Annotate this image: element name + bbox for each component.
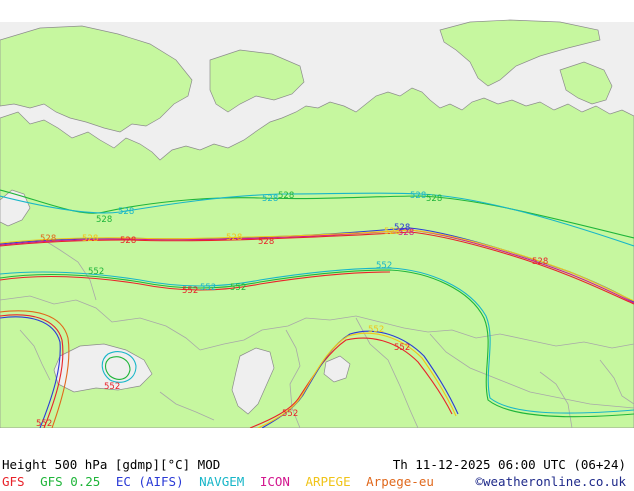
legend-arpege-eu[interactable]: Arpege-eu <box>366 474 434 489</box>
map-footer: Height 500 hPa [gdmp][°C] MOD Th 11-12-2… <box>0 428 634 490</box>
label-528-arpege-2: 528 <box>226 233 242 243</box>
contour-552-navgem <box>0 267 634 414</box>
label-552-gfs-5: 552 <box>36 419 52 428</box>
credit-link[interactable]: ©weatheronline.co.uk <box>475 474 626 489</box>
contour-528-arpege <box>0 229 634 302</box>
contour-528-gfs025 <box>0 189 634 239</box>
contour-552-west-ec <box>0 316 61 429</box>
contour-labels: 528 528 528 528 528 528 528 528 528 528 … <box>36 191 548 429</box>
legend-gfs[interactable]: GFS <box>2 474 25 489</box>
contour-552-gfs <box>0 271 391 291</box>
contour-552-south-gfs <box>249 337 453 429</box>
footer-info-row: Height 500 hPa [gdmp][°C] MOD Th 11-12-2… <box>0 456 634 474</box>
label-528-navgem-2: 528 <box>262 194 278 204</box>
legend-ec-aifs[interactable]: EC (AIFS) <box>115 474 184 489</box>
legend-icon[interactable]: ICON <box>259 474 290 489</box>
contour-552-west-gfs <box>0 314 64 429</box>
contour-528-icon <box>0 229 634 304</box>
label-528-navgem-3: 528 <box>410 191 426 201</box>
contour-552-west-arpege <box>0 310 70 429</box>
label-528-gfs025-2: 528 <box>278 191 294 201</box>
land-scandinavia <box>0 25 193 133</box>
contour-552-blacksea-loop <box>101 351 137 383</box>
legend-arpege[interactable]: ARPEGE <box>305 474 351 489</box>
contours-552 <box>0 267 634 429</box>
country-borders <box>0 239 634 429</box>
label-552-gfs-2: 552 <box>394 343 410 353</box>
land-kola <box>209 49 305 113</box>
label-528-icon: 528 <box>398 228 414 238</box>
land-yamal <box>559 61 613 105</box>
label-528-arpege-eu: 528 <box>40 234 56 244</box>
label-552-gfs025: 552 <box>88 267 104 277</box>
label-528-navgem-1: 528 <box>118 207 134 217</box>
label-552-navgem-2: 552 <box>376 261 392 271</box>
label-552-arpege: 552 <box>368 325 384 335</box>
map-canvas: 528 528 528 528 528 528 528 528 528 528 … <box>0 0 634 429</box>
contour-552-gfs025 <box>0 269 634 418</box>
label-552-navgem: 552 <box>200 283 216 293</box>
model-legend: GFS GFS 0.25 EC (AIFS) NAVGEM ICON ARPEG… <box>2 473 442 491</box>
label-528-gfs025-3: 528 <box>426 194 442 204</box>
aral-sea <box>323 355 351 383</box>
contour-528-gfs <box>0 231 634 305</box>
label-552-gfs: 552 <box>182 286 198 296</box>
label-528-gfs025: 528 <box>96 215 112 225</box>
valid-time: Th 11-12-2025 06:00 UTC (06+24) <box>392 457 626 472</box>
label-528-ec: 528 <box>394 223 410 233</box>
label-552-gfs-3: 552 <box>104 382 120 392</box>
top-margin <box>0 0 634 22</box>
legend-gfs-025[interactable]: GFS 0.25 <box>40 474 101 489</box>
caspian-sea <box>231 347 275 415</box>
contour-528-navgem <box>0 192 634 247</box>
weather-map: 528 528 528 528 528 528 528 528 528 528 … <box>0 0 634 429</box>
label-552-gfs025-2: 552 <box>230 283 246 293</box>
contours-528 <box>0 189 634 305</box>
contour-552-blacksea-loop-green <box>104 356 131 380</box>
label-528-gfs: 528 <box>120 236 136 246</box>
label-528-arpege-3: 528 <box>384 227 400 237</box>
footer-legend-row: GFS GFS 0.25 EC (AIFS) NAVGEM ICON ARPEG… <box>0 473 634 491</box>
map-title: Height 500 hPa [gdmp][°C] MOD <box>2 457 221 472</box>
label-528-gfs-3: 528 <box>532 257 548 267</box>
label-528-arpege: 528 <box>82 234 98 244</box>
label-552-gfs-4: 552 <box>282 409 298 419</box>
label-528-gfs-2: 528 <box>258 237 274 247</box>
contour-552-south-arpege <box>257 332 457 429</box>
land-mass <box>0 87 634 429</box>
baltic-sea <box>0 189 31 227</box>
legend-navgem[interactable]: NAVGEM <box>199 474 245 489</box>
land-novaya-zemlya <box>439 19 601 87</box>
